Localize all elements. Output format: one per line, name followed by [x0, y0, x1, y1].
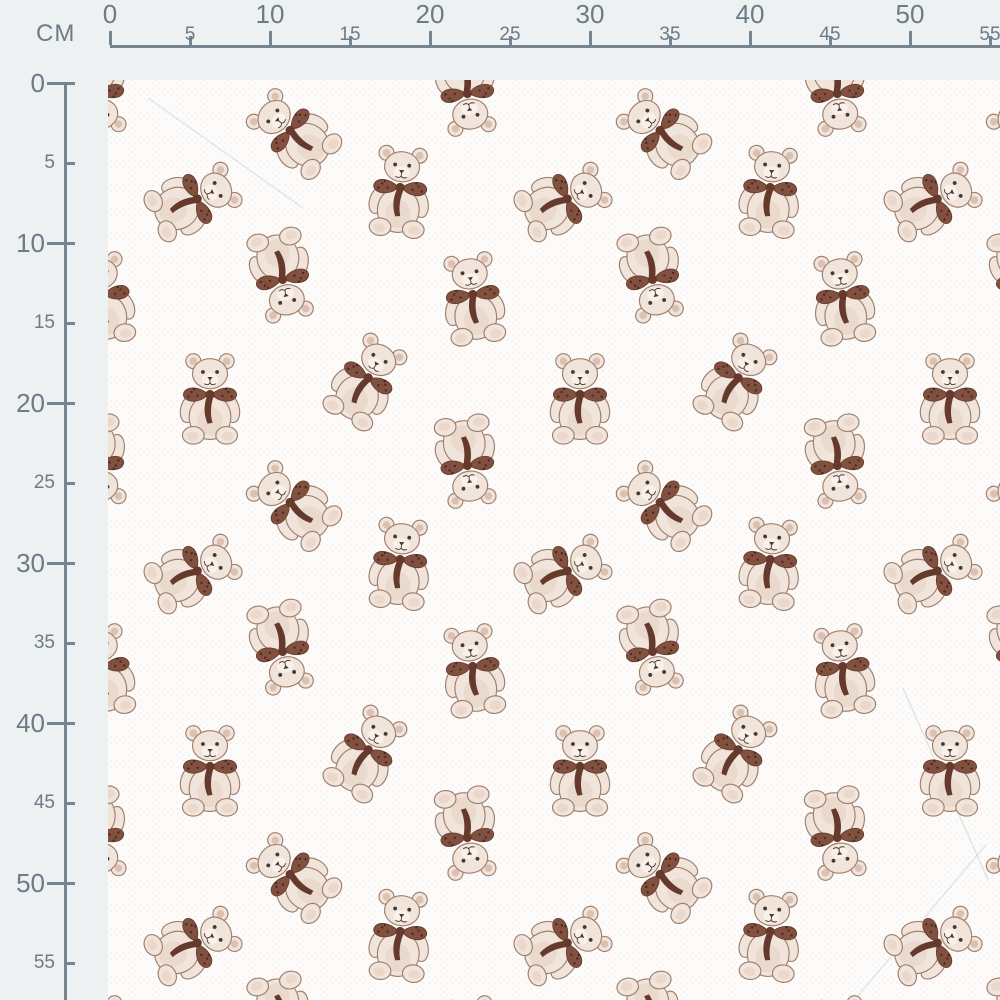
ruler-tick	[908, 31, 912, 45]
ruler-tick	[64, 481, 75, 485]
ruler-tick-label: 30	[575, 0, 605, 29]
ruler-tick-label: 20	[415, 0, 445, 29]
ruler-tick	[108, 31, 112, 45]
ruler-tick	[47, 881, 75, 885]
ruler-tick-label: 30	[16, 548, 45, 578]
ruler-tick	[47, 401, 75, 405]
fabric-preview	[108, 80, 1000, 1000]
ruler-tick-label: 35	[33, 632, 55, 653]
ruler-tick	[64, 641, 75, 645]
ruler-tick	[47, 241, 75, 245]
ruler-tick-label: 50	[895, 0, 925, 29]
ruler-tick	[988, 36, 992, 45]
ruler-tick-label: 0	[30, 68, 45, 98]
fabric-crease	[902, 687, 989, 881]
fabric-crease	[855, 844, 987, 999]
ruler-tick-label: 50	[16, 868, 45, 898]
ruler-tick-label: 10	[255, 0, 285, 29]
ruler-unit-label: CM	[36, 20, 76, 47]
ruler-tick	[748, 31, 752, 45]
ruler-tick-label: 10	[16, 228, 45, 258]
ruler-line-horizontal	[110, 45, 1000, 48]
fabric-crease-layer	[147, 97, 989, 999]
ruler-tick	[268, 31, 272, 45]
ruler-tick-label: 35	[659, 24, 681, 45]
ruler-tick	[64, 801, 75, 805]
ruler-tick-label: 55	[979, 24, 1000, 45]
ruler-tick	[828, 36, 832, 45]
ruler-tick	[64, 961, 75, 965]
ruler-tick-label: 0	[102, 0, 118, 29]
ruler-tick	[508, 36, 512, 45]
ruler-tick-label: 45	[33, 792, 55, 813]
fabric-crease	[147, 97, 304, 209]
ruler-tick	[47, 721, 75, 725]
ruler-tick	[188, 36, 192, 45]
ruler-tick	[588, 31, 592, 45]
ruler-tick-label: 25	[33, 472, 55, 493]
ruler-tick	[428, 31, 432, 45]
ruler-tick-label: 15	[33, 312, 55, 333]
ruler-tick-label: 40	[735, 0, 765, 29]
ruler-tick	[64, 321, 75, 325]
ruler-tick-label: 5	[184, 24, 196, 45]
ruler-tick	[348, 36, 352, 45]
ruler-tick-label: 5	[44, 152, 55, 173]
ruler-tick	[64, 161, 75, 165]
ruler-tick-label: 15	[339, 24, 361, 45]
ruler-tick-label: 45	[819, 24, 841, 45]
ruler-tick-label: 40	[16, 708, 45, 738]
ruler-tick-label: 20	[16, 388, 45, 418]
ruler-tick	[47, 81, 75, 85]
ruler-tick	[668, 36, 672, 45]
ruler-tick-label: 55	[33, 952, 55, 973]
ruler-line-vertical	[64, 83, 67, 1000]
ruler-tick-label: 25	[499, 24, 521, 45]
ruler-tick	[47, 561, 75, 565]
